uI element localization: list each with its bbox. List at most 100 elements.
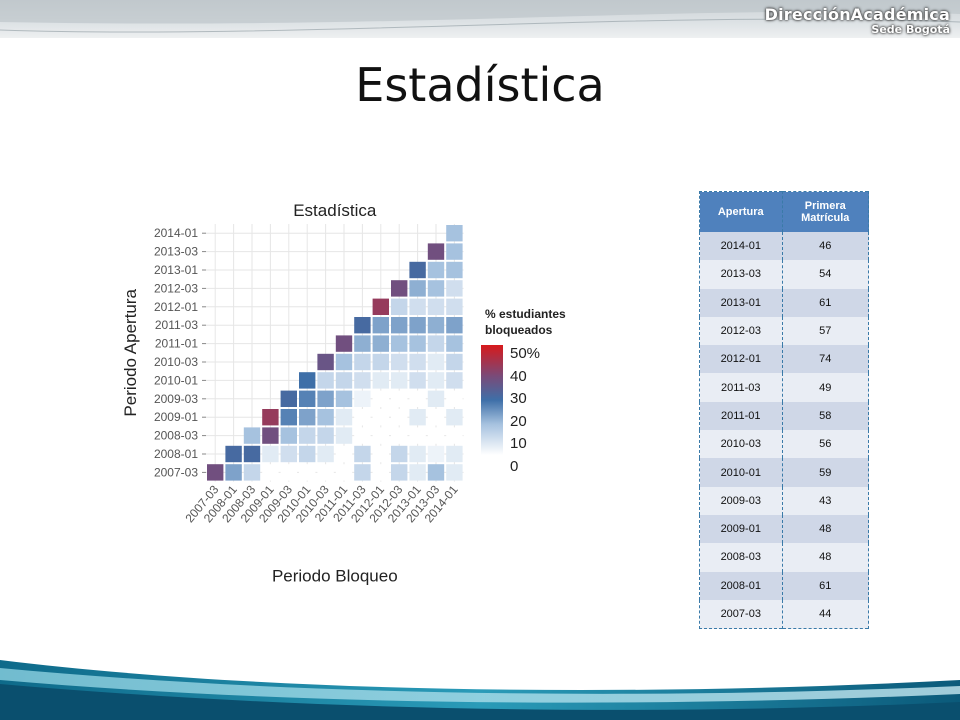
cell-apertura: 2014-01 — [699, 232, 783, 261]
brand-logo: DirecciónAcadémica Sede Bogotá — [765, 5, 950, 36]
heatmap-cell — [372, 317, 389, 334]
heatmap-cell — [391, 335, 408, 352]
heatmap-cell — [280, 445, 297, 463]
heatmap-cell — [335, 335, 353, 352]
cell-primera-matricula: 56 — [782, 430, 869, 459]
cell-primera-matricula: 74 — [782, 345, 869, 374]
table-row: 2014-01 46 — [699, 232, 869, 261]
heatmap-cell — [427, 390, 445, 407]
heatmap-cell — [299, 464, 316, 481]
cell-apertura: 2008-01 — [699, 571, 783, 600]
table-row: 2013-03 54 — [699, 260, 869, 289]
table-header-row: Apertura Primera Matrícula — [699, 191, 869, 232]
heatmap-cell — [354, 335, 371, 352]
heatmap-cell — [391, 280, 408, 297]
x-axis-label: Periodo Bloqueo — [272, 567, 398, 586]
heatmap-cell — [262, 409, 279, 426]
heatmap-cell — [372, 409, 389, 426]
column-header-apertura: Apertura — [699, 191, 783, 232]
column-header-primera-matricula: Primera Matrícula — [782, 191, 869, 232]
legend-label: 50% — [510, 345, 541, 362]
heatmap-cell — [354, 390, 371, 407]
heatmap-cell — [372, 298, 389, 315]
heatmap-cell — [409, 409, 426, 426]
table-row: 2008-01 61 — [699, 571, 869, 600]
cell-primera-matricula: 57 — [782, 316, 869, 346]
cell-primera-matricula: 49 — [782, 373, 869, 402]
heatmap-cell — [391, 372, 408, 389]
heatmap-cell — [335, 353, 353, 371]
heatmap-cell — [427, 464, 445, 481]
legend-label: 0 — [510, 457, 519, 475]
heatmap-cell — [409, 298, 426, 315]
heatmap-cell — [243, 445, 261, 463]
legend-title-line-1: % estudiantes — [485, 307, 566, 321]
table-row: 2013-01 61 — [699, 288, 869, 317]
heatmap-cell — [409, 464, 426, 481]
y-tick-label: 2011-03 — [155, 318, 198, 332]
heatmap-cell — [391, 390, 408, 407]
heatmap-cell — [446, 298, 463, 315]
heatmap-cell — [372, 464, 389, 481]
y-tick-label: 2009-01 — [154, 410, 198, 424]
bottom-swoosh-decoration — [0, 660, 960, 720]
heatmap-cell — [354, 317, 371, 334]
cell-apertura: 2011-03 — [699, 373, 783, 402]
heatmap-cell — [317, 427, 334, 444]
y-axis-label: Periodo Apertura — [121, 288, 140, 416]
heatmap-cell — [372, 353, 389, 371]
heatmap-cell — [427, 298, 445, 315]
cell-apertura: 2012-01 — [699, 345, 783, 374]
heatmap-cell — [317, 445, 334, 463]
chart-title: Estadística — [293, 201, 377, 220]
cell-apertura: 2012-03 — [699, 316, 783, 346]
top-banner — [0, 0, 960, 38]
legend-label: 20 — [510, 412, 527, 430]
table-row: 2011-01 58 — [699, 401, 869, 431]
heatmap-cell — [409, 427, 426, 444]
heatmap-cell — [446, 317, 463, 334]
heatmap-cell — [427, 317, 445, 334]
legend-labels: 50% 40 30 20 10 0 — [510, 343, 540, 478]
heatmap-cell — [446, 225, 463, 242]
heatmap-chart: Estadística 2007-03 2008-01 2008-03 2009-01 2… — [121, 201, 464, 586]
slide-title: Estadística — [355, 58, 605, 112]
heatmap-cell — [299, 445, 316, 463]
table-row: 2008-03 48 — [699, 543, 869, 572]
cell-primera-matricula: 54 — [782, 260, 869, 289]
cell-apertura: 2013-03 — [699, 260, 783, 289]
brand-name: DirecciónAcadémica — [764, 5, 950, 24]
heatmap-cell — [299, 409, 316, 426]
heatmap-cell — [354, 372, 371, 389]
cell-apertura: 2009-01 — [699, 514, 783, 544]
heatmap-cell — [409, 372, 426, 389]
heatmap-cell — [409, 317, 426, 334]
y-tick-label: 2013-03 — [154, 245, 198, 259]
heatmap-cell — [372, 390, 389, 407]
heatmap-cell — [243, 464, 261, 481]
legend-label: 10 — [510, 435, 527, 452]
heatmap-cell — [317, 464, 334, 481]
heatmap-cell — [427, 372, 445, 389]
brand-sub: Sede Bogotá — [871, 23, 950, 36]
heatmap-cell — [317, 353, 334, 371]
table-row: 2009-03 43 — [699, 486, 869, 515]
heatmap-cell — [317, 372, 334, 389]
y-tick-label: 2009-03 — [154, 392, 198, 406]
heatmap-cell — [354, 445, 371, 463]
heatmap-cell — [372, 335, 389, 352]
cell-primera-matricula: 43 — [782, 486, 869, 515]
heatmap-cell — [446, 280, 463, 297]
heatmap-cell — [446, 464, 463, 481]
cell-primera-matricula: 46 — [782, 232, 869, 261]
heatmap-cell — [317, 409, 334, 426]
heatmap-cell — [335, 390, 353, 407]
heatmap-cell — [427, 261, 445, 279]
heatmap-cell — [446, 445, 463, 463]
heatmap-cell — [427, 353, 445, 371]
heatmap-cell — [225, 464, 242, 481]
heatmap-cell — [427, 243, 445, 260]
heatmap-cell — [335, 372, 353, 389]
heatmap-cell — [391, 464, 408, 481]
table-row: 2012-03 57 — [699, 316, 869, 346]
